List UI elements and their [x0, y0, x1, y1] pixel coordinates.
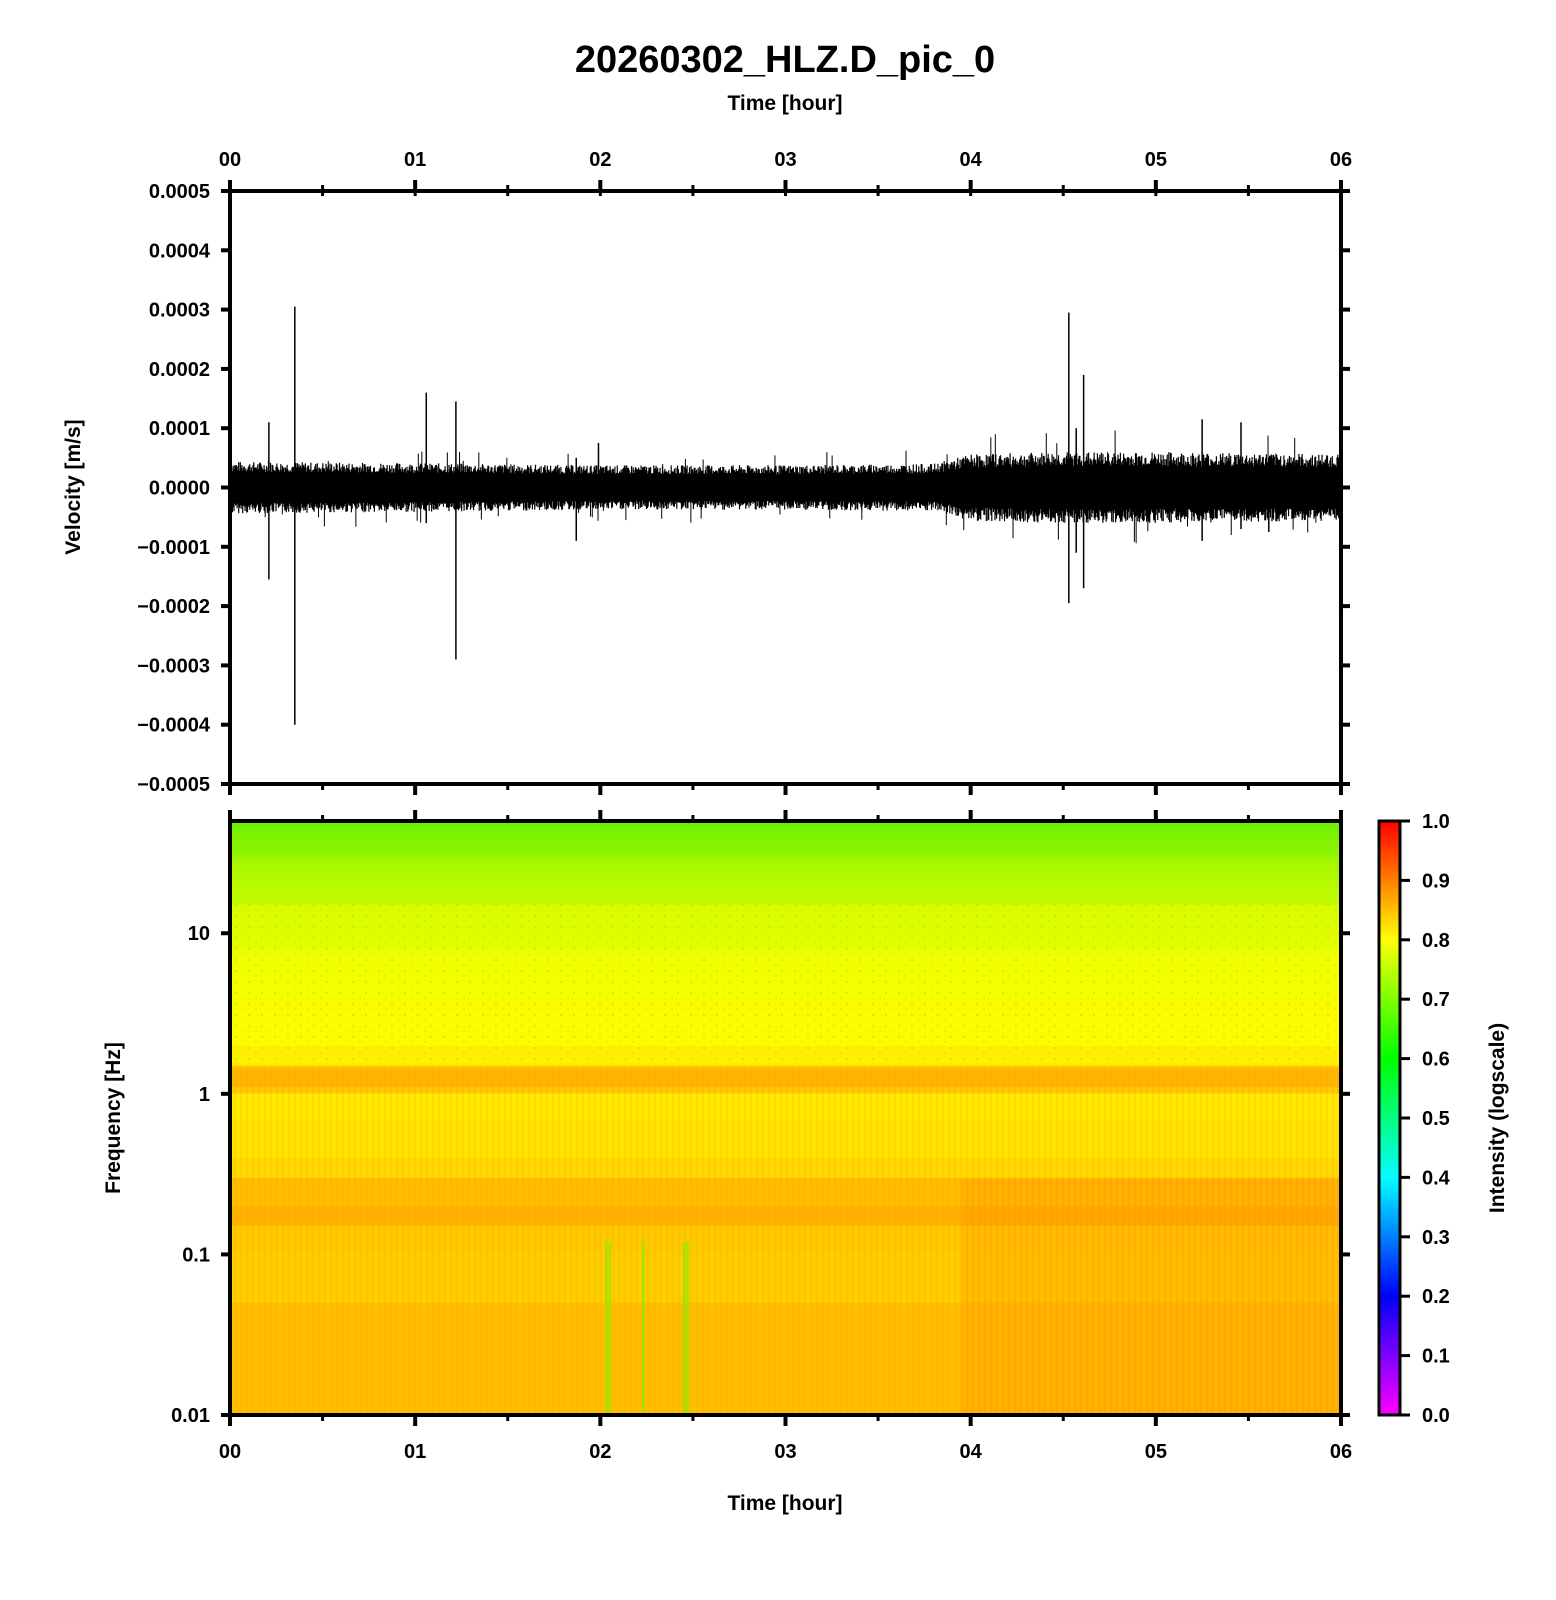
waveform-ylabel: Velocity [m/s]: [62, 419, 85, 554]
waveform-y-tick-label: 0.0004: [149, 240, 211, 262]
waveform-y-tick-label: −0.0002: [137, 596, 210, 618]
waveform-noise-path: [229, 452, 1342, 523]
colorbar-tick-label: 0.7: [1422, 989, 1450, 1011]
spectrogram-quiet-streak: [608, 1241, 612, 1415]
colorbar-tick-label: 0.0: [1422, 1405, 1450, 1427]
spectrogram-top-x-ticks: [228, 810, 1343, 821]
waveform-y-tick-label: −0.0001: [137, 537, 210, 559]
spectrogram-x-tick-label: 06: [1330, 1441, 1352, 1463]
spectrogram-y-tick-label: 10: [188, 923, 210, 945]
waveform-top-x-tick-label: 03: [774, 149, 796, 171]
spectrogram-streaks: [604, 1241, 689, 1415]
spectrogram-y-tick-label: 0.01: [171, 1405, 210, 1427]
spectrogram-panel: 00 01 02 03 04 05 06 10 1 0.1 0.01 Time [hour] Fr…: [102, 810, 1352, 1515]
waveform-top-x-tick-label: 06: [1330, 149, 1352, 171]
colorbar-tick-label: 0.9: [1422, 870, 1450, 892]
colorbar: 1.0 0.9 0.8 0.7 0.6 0.5 0.4 0.3 0.2 0.1 0.0 Intens…: [1377, 811, 1509, 1427]
waveform-top-x-tick-label: 01: [404, 149, 426, 171]
colorbar-ticks: 1.0 0.9 0.8 0.7 0.6 0.5 0.4 0.3 0.2 0.1 0.0: [1400, 811, 1451, 1427]
waveform-top-x-tick-label: 02: [589, 149, 611, 171]
waveform-top-x-tick-label: 00: [219, 149, 241, 171]
waveform-y-tick-label: −0.0004: [137, 715, 211, 737]
waveform-panel: Time [hour] Velocity [m/s] 00 01 02 03 04 05 0…: [62, 92, 1352, 796]
spectrogram-quiet-streak: [682, 1241, 686, 1415]
waveform-y-tick-label: 0.0000: [149, 478, 210, 500]
spectrogram-x-tick-label: 02: [589, 1441, 611, 1463]
colorbar-tick-label: 0.2: [1422, 1286, 1450, 1308]
spectrogram-x-tick-label: 05: [1145, 1441, 1167, 1463]
colorbar-tick-label: 1.0: [1422, 811, 1450, 833]
waveform-y-tick-label: 0.0003: [149, 300, 210, 322]
waveform-bottom-x-ticks: [228, 784, 1343, 795]
waveform-trace: [229, 430, 1342, 544]
spectrogram-quiet-streak: [604, 1241, 608, 1415]
colorbar-tick-label: 0.3: [1422, 1227, 1450, 1249]
spectrogram-x-tick-label: 00: [219, 1441, 241, 1463]
waveform-top-xlabel: Time [hour]: [727, 92, 842, 115]
spectrogram-y-tick-label: 1: [199, 1084, 210, 1106]
spectrogram-xlabel: Time [hour]: [727, 1492, 842, 1515]
spectrogram-speckle: [230, 900, 1341, 1060]
waveform-y-tick-label: −0.0005: [137, 774, 210, 796]
colorbar-tick-label: 0.1: [1422, 1346, 1450, 1368]
spectrogram-ylabel: Frequency [Hz]: [102, 1042, 125, 1194]
waveform-top-x-tick-label: 04: [960, 149, 983, 171]
spectrogram-quiet-streak: [641, 1241, 645, 1415]
chart-title: 20260302_HLZ.D_pic_0: [575, 39, 995, 81]
waveform-y-tick-label: −0.0003: [137, 655, 210, 677]
colorbar-label: Intensity (logscale): [1486, 1023, 1509, 1213]
waveform-y-tick-label: 0.0001: [149, 418, 210, 440]
spectrogram-x-ticks: 00 01 02 03 04 05 06: [219, 1415, 1352, 1463]
waveform-top-x-tick-label: 05: [1145, 149, 1167, 171]
colorbar-tick-label: 0.5: [1422, 1108, 1450, 1130]
waveform-y-tick-label: 0.0002: [149, 359, 210, 381]
spectrogram-x-tick-label: 04: [960, 1441, 983, 1463]
spectrogram-quiet-streak: [686, 1241, 689, 1415]
colorbar-gradient: [1377, 819, 1402, 1417]
spectrogram-y-ticks: 10 1 0.1 0.01: [171, 923, 1350, 1427]
spectrogram-x-tick-label: 01: [404, 1441, 426, 1463]
waveform-top-x-ticks: 00 01 02 03 04 05 06: [219, 149, 1352, 196]
spectrogram-x-tick-label: 03: [774, 1441, 796, 1463]
spectrogram-y-tick-label: 0.1: [182, 1244, 210, 1266]
colorbar-tick-label: 0.6: [1422, 1049, 1450, 1071]
waveform-y-tick-label: 0.0005: [149, 181, 210, 203]
colorbar-tick-label: 0.8: [1422, 930, 1450, 952]
colorbar-tick-label: 0.4: [1422, 1167, 1451, 1189]
waveform-spikes: [268, 306, 1270, 725]
